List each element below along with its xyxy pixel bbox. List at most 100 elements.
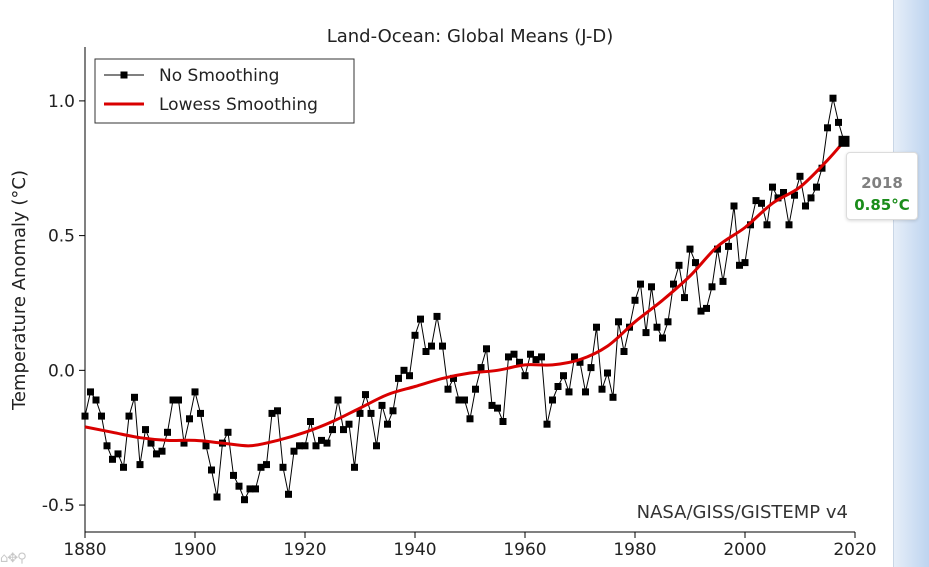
data-point xyxy=(252,485,259,493)
legend-box xyxy=(94,58,355,124)
data-point xyxy=(351,463,358,471)
data-point xyxy=(780,189,787,196)
data-point xyxy=(290,447,298,455)
data-point xyxy=(191,388,199,396)
data-point xyxy=(389,407,397,415)
data-point xyxy=(301,442,309,450)
data-point xyxy=(736,261,743,269)
data-point xyxy=(147,439,155,447)
data-point xyxy=(510,350,518,358)
data-point xyxy=(406,372,413,380)
chart-title: Land-Ocean: Global Means (J-D) xyxy=(327,26,614,47)
data-point xyxy=(527,350,534,358)
data-point xyxy=(98,412,105,420)
y-tick-label: -0.5 xyxy=(42,496,75,516)
data-point xyxy=(802,202,809,210)
data-point xyxy=(741,259,749,267)
data-point xyxy=(378,401,386,409)
pan-icon[interactable]: ✥ xyxy=(7,551,18,566)
plot-toolbar[interactable]: ⌂✥⚲ xyxy=(0,551,27,566)
data-point xyxy=(813,183,820,191)
side-panel-strip xyxy=(893,0,929,567)
data-point xyxy=(285,490,292,498)
data-point xyxy=(554,383,562,390)
data-point xyxy=(186,415,193,423)
data-point xyxy=(257,463,265,471)
data-point xyxy=(268,409,276,417)
data-point xyxy=(763,221,771,229)
data-point xyxy=(549,396,556,404)
data-point xyxy=(92,396,100,404)
data-point xyxy=(142,426,149,434)
tooltip-year: 2018 xyxy=(861,174,903,192)
data-point xyxy=(241,496,248,504)
data-point xyxy=(439,342,446,350)
data-point xyxy=(686,245,694,253)
data-point xyxy=(433,312,441,320)
data-point xyxy=(653,323,661,331)
data-point xyxy=(785,221,793,229)
data-point xyxy=(131,393,138,401)
data-point xyxy=(598,385,606,393)
data-point xyxy=(609,393,617,401)
data-point xyxy=(505,353,512,361)
data-point xyxy=(769,183,776,191)
data-point xyxy=(417,315,424,323)
series-line-lowess xyxy=(84,140,846,448)
data-point xyxy=(560,372,567,380)
data-point xyxy=(395,374,402,382)
data-point xyxy=(604,369,611,377)
data-point xyxy=(824,124,831,132)
x-tick-label: 1960 xyxy=(503,540,546,560)
x-tick-label: 2020 xyxy=(833,540,876,560)
data-point xyxy=(461,396,468,404)
data-point xyxy=(692,259,699,267)
data-point xyxy=(114,450,122,458)
data-point xyxy=(703,304,710,312)
data-point xyxy=(318,436,325,444)
data-point xyxy=(428,342,435,350)
highlight-point xyxy=(838,135,850,147)
data-point xyxy=(466,415,474,423)
highlight-marker xyxy=(838,135,850,147)
data-point xyxy=(312,442,320,450)
x-tick-label: 1920 xyxy=(283,540,326,560)
data-point xyxy=(615,318,622,326)
series-no-smoothing xyxy=(81,94,848,504)
data-point xyxy=(263,461,270,469)
data-point xyxy=(642,329,650,337)
data-point xyxy=(807,194,815,202)
data-point xyxy=(725,242,732,250)
y-ticks: -0.5 0.0 0.5 1.0 xyxy=(42,92,85,516)
data-point xyxy=(664,318,672,326)
data-point xyxy=(494,404,501,412)
data-point xyxy=(274,407,281,415)
data-point xyxy=(455,396,463,404)
y-tick-label: 0.5 xyxy=(48,227,75,247)
data-point xyxy=(334,396,342,404)
data-point xyxy=(323,439,331,447)
data-point xyxy=(444,385,452,393)
value-tooltip: 2018 0.85°C xyxy=(846,152,918,220)
series-lowess-smoothing xyxy=(84,140,846,448)
data-point xyxy=(532,356,540,364)
data-point xyxy=(637,280,644,288)
x-tick-label: 2000 xyxy=(723,540,766,560)
legend: No Smoothing Lowess Smoothing xyxy=(94,58,355,124)
data-point xyxy=(714,245,721,253)
data-point xyxy=(719,277,727,285)
data-point xyxy=(345,420,353,428)
source-annotation: NASA/GISS/GISTEMP v4 xyxy=(637,502,848,523)
tooltip-value: 0.85°C xyxy=(854,196,910,214)
data-point xyxy=(670,280,677,288)
data-point xyxy=(774,194,782,202)
data-point xyxy=(153,450,160,458)
data-point xyxy=(158,447,166,455)
zoom-icon[interactable]: ⚲ xyxy=(17,551,26,566)
data-point xyxy=(136,461,144,469)
x-tick-label: 1900 xyxy=(173,540,216,560)
data-point xyxy=(752,197,760,205)
home-icon[interactable]: ⌂ xyxy=(0,551,8,566)
data-point xyxy=(164,428,171,436)
data-point xyxy=(197,409,204,417)
